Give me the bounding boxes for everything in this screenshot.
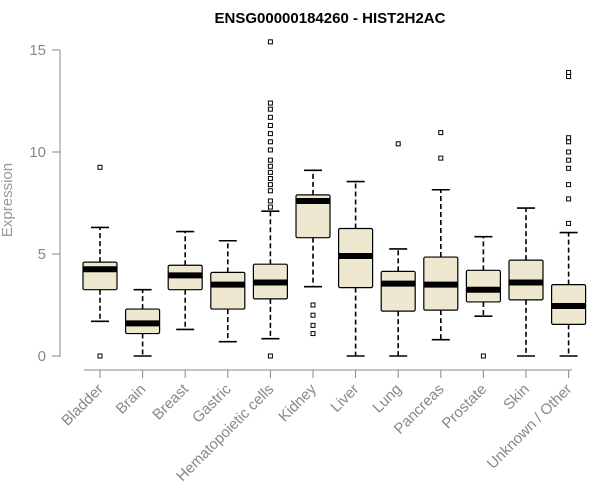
box-group bbox=[508, 207, 544, 357]
box-group bbox=[295, 169, 331, 337]
x-tick-label: Kidney bbox=[275, 380, 320, 425]
box-group bbox=[167, 230, 203, 331]
box-iqr bbox=[465, 269, 501, 303]
box-series bbox=[82, 39, 587, 359]
x-tick-label: Brain bbox=[113, 381, 150, 418]
x-tick-label: Liver bbox=[327, 381, 362, 416]
outlier-point bbox=[267, 198, 273, 204]
x-tick-label: Bladder bbox=[58, 381, 107, 430]
outlier-point bbox=[566, 74, 572, 80]
outlier-point bbox=[267, 157, 273, 163]
outlier-point bbox=[438, 130, 444, 136]
box-group bbox=[124, 288, 161, 357]
outlier-point bbox=[267, 182, 273, 188]
box-group bbox=[550, 69, 587, 357]
outlier-point bbox=[267, 353, 273, 359]
box-iqr bbox=[295, 194, 331, 239]
box-group bbox=[252, 39, 288, 359]
outlier-point bbox=[267, 106, 273, 112]
outlier-point bbox=[97, 353, 103, 359]
outlier-point bbox=[566, 157, 572, 163]
outlier-point bbox=[310, 331, 316, 337]
outlier-point bbox=[310, 322, 316, 328]
box-iqr bbox=[380, 270, 416, 312]
y-axis-ticks: 0 5 10 15 bbox=[29, 42, 60, 365]
outlier-point bbox=[566, 139, 572, 145]
outlier-point bbox=[566, 182, 572, 188]
x-tick-label: Skin bbox=[500, 381, 533, 414]
outlier-point bbox=[267, 139, 273, 145]
outlier-point bbox=[310, 312, 316, 318]
outlier-point bbox=[566, 149, 572, 155]
outlier-point bbox=[438, 155, 444, 161]
outlier-point bbox=[480, 353, 486, 359]
outlier-point bbox=[566, 196, 572, 202]
outlier-point bbox=[267, 147, 273, 153]
outlier-point bbox=[267, 100, 273, 106]
box-group bbox=[423, 130, 459, 341]
box-group bbox=[380, 141, 416, 357]
box-iqr bbox=[82, 261, 118, 291]
outlier-point bbox=[97, 164, 103, 170]
box-group bbox=[210, 239, 246, 343]
outlier-point bbox=[395, 141, 401, 147]
outlier-point bbox=[566, 220, 572, 226]
y-tick-label: 15 bbox=[29, 42, 46, 59]
box-group bbox=[338, 180, 374, 357]
y-tick-label: 10 bbox=[29, 144, 46, 161]
outlier-point bbox=[566, 165, 572, 171]
outlier-point bbox=[267, 176, 273, 182]
outlier-point bbox=[267, 163, 273, 169]
x-tick-label: Prostate bbox=[439, 381, 491, 433]
outlier-point bbox=[267, 169, 273, 175]
box-group bbox=[465, 235, 501, 359]
outlier-point bbox=[566, 69, 572, 75]
box-group bbox=[82, 164, 118, 359]
y-axis-title: Expression bbox=[0, 163, 16, 237]
outlier-point bbox=[310, 302, 316, 308]
outlier-point bbox=[566, 135, 572, 141]
outlier-point bbox=[267, 39, 273, 45]
outlier-point bbox=[267, 188, 273, 194]
y-tick-label: 0 bbox=[38, 348, 46, 365]
outlier-point bbox=[267, 204, 273, 210]
x-tick-label: Breast bbox=[149, 380, 192, 423]
outlier-point bbox=[267, 122, 273, 128]
box-iqr bbox=[210, 271, 246, 310]
chart-title: ENSG00000184260 - HIST2H2AC bbox=[215, 10, 446, 27]
outlier-point bbox=[267, 131, 273, 137]
outlier-point bbox=[267, 114, 273, 120]
x-tick-label: Lung bbox=[369, 381, 405, 417]
y-tick-label: 5 bbox=[38, 246, 46, 263]
